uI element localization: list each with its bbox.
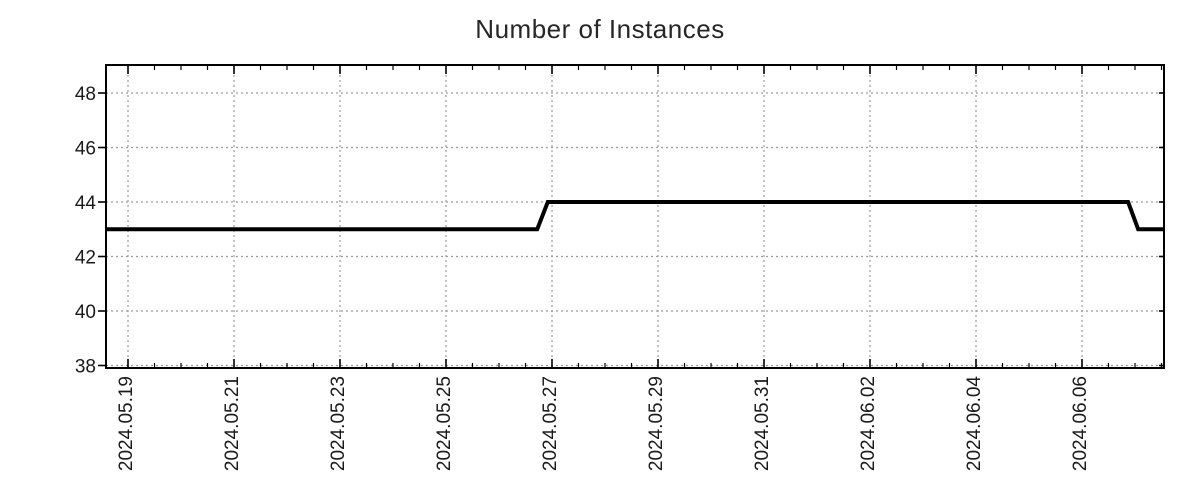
series-line-instances: [105, 200, 1165, 232]
y-tick-label: 46: [75, 139, 96, 160]
x-tick-label: 2024.05.25: [434, 376, 455, 471]
x-tick-label: 2024.06.02: [858, 376, 879, 471]
y-tick-label: 42: [75, 248, 96, 269]
x-tick-label: 2024.05.21: [222, 376, 243, 471]
x-tick-label: 2024.06.04: [964, 376, 985, 472]
chart-title: Number of Instances: [475, 14, 725, 44]
x-tick-label: 2024.05.19: [116, 376, 137, 471]
plot-border: [105, 64, 1165, 369]
y-tick-label: 40: [75, 302, 96, 323]
x-tick-label: 2024.05.27: [540, 376, 561, 471]
y-tick-label: 38: [75, 357, 96, 378]
x-tick-label: 2024.05.23: [328, 376, 349, 471]
x-tick-label: 2024.05.29: [646, 376, 667, 471]
x-tick-label: 2024.05.31: [752, 376, 773, 471]
x-tick-label: 2024.06.06: [1070, 376, 1091, 471]
y-tick-label: 48: [75, 84, 96, 105]
y-tick-label: 44: [75, 193, 97, 214]
